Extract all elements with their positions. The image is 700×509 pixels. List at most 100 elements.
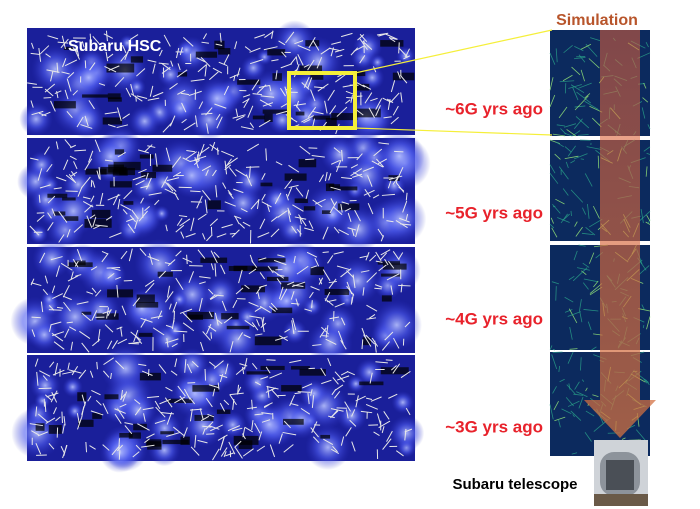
shear-stick (276, 278, 282, 285)
shear-stick (375, 260, 383, 263)
shear-stick (328, 278, 337, 289)
filament (597, 155, 600, 169)
shear-stick (217, 147, 219, 155)
filament (582, 207, 587, 215)
void-patch (299, 65, 323, 72)
filament (581, 379, 585, 382)
shear-stick (215, 43, 223, 47)
void-patch (310, 266, 324, 276)
filament (564, 132, 573, 137)
shear-stick (50, 256, 63, 261)
shear-stick (168, 303, 172, 310)
shear-stick (170, 370, 178, 376)
shear-stick (209, 218, 219, 227)
mass-blob (346, 374, 365, 393)
shear-stick (244, 46, 251, 52)
shear-stick (196, 154, 199, 162)
shear-stick (147, 145, 156, 148)
shear-stick (74, 149, 87, 152)
shear-stick (96, 170, 100, 179)
shear-stick (372, 194, 380, 199)
shear-stick (35, 442, 42, 455)
shear-stick (218, 61, 228, 67)
shear-stick (182, 36, 194, 47)
shear-stick (362, 166, 374, 172)
filament (564, 309, 573, 313)
shear-stick (60, 446, 65, 454)
shear-stick (164, 397, 173, 408)
mass-blob (224, 183, 263, 223)
shear-stick (147, 256, 160, 262)
shear-stick (276, 110, 289, 115)
shear-stick (354, 209, 361, 222)
shear-stick (178, 215, 188, 218)
shear-stick (370, 97, 378, 102)
shear-stick (49, 361, 55, 368)
shear-stick (392, 174, 400, 185)
mass-blob (391, 391, 415, 414)
shear-stick (171, 317, 175, 330)
shear-stick (335, 74, 346, 83)
shear-stick (336, 265, 350, 271)
filament (587, 203, 590, 219)
shear-stick (135, 336, 143, 345)
shear-stick (85, 441, 88, 453)
filament (569, 348, 578, 350)
shear-stick (38, 112, 47, 117)
filament (559, 80, 575, 83)
shear-stick (259, 218, 266, 230)
filament (549, 77, 554, 91)
shear-stick (242, 221, 251, 227)
shear-stick (270, 228, 280, 238)
void-patch (136, 294, 155, 303)
shear-stick (95, 289, 102, 297)
shear-stick (165, 338, 179, 344)
shear-stick (331, 388, 337, 396)
void-patch (325, 183, 335, 192)
shear-stick (212, 448, 220, 461)
shear-stick (256, 198, 260, 210)
shear-stick (76, 248, 83, 262)
shear-stick (292, 204, 304, 212)
shear-stick (109, 232, 122, 239)
shear-stick (202, 233, 206, 240)
shear-stick (285, 193, 289, 201)
shear-stick (235, 287, 244, 295)
shear-stick (96, 361, 98, 370)
shear-stick (199, 276, 211, 279)
shear-stick (266, 386, 279, 390)
shear-stick (189, 408, 193, 422)
filament (573, 153, 588, 160)
shear-stick (205, 169, 209, 176)
filament (592, 205, 600, 219)
shear-stick (216, 233, 227, 238)
shear-stick (146, 433, 155, 439)
shear-stick (380, 249, 391, 256)
shear-stick (341, 176, 353, 180)
shear-stick (346, 281, 353, 295)
shear-stick (35, 406, 38, 417)
shear-stick (175, 224, 185, 233)
shear-stick (257, 291, 260, 300)
void-patch (160, 431, 175, 435)
shear-stick (257, 232, 270, 238)
shear-stick (340, 203, 343, 213)
shear-stick (352, 274, 356, 289)
shear-stick (214, 312, 219, 326)
void-patch (112, 169, 128, 176)
shear-stick (229, 341, 234, 353)
shear-stick (327, 358, 332, 367)
mass-blob (62, 376, 83, 398)
shear-stick (175, 250, 182, 257)
filament (552, 203, 561, 214)
void-patch (310, 72, 324, 80)
filament (621, 437, 626, 440)
shear-stick (275, 161, 283, 166)
shear-stick (375, 251, 382, 262)
shear-stick (341, 149, 343, 162)
telescope-label: Subaru telescope (452, 476, 577, 493)
shear-stick (180, 231, 185, 239)
filament (645, 221, 651, 225)
shear-stick (110, 372, 112, 380)
shear-stick (389, 37, 396, 43)
